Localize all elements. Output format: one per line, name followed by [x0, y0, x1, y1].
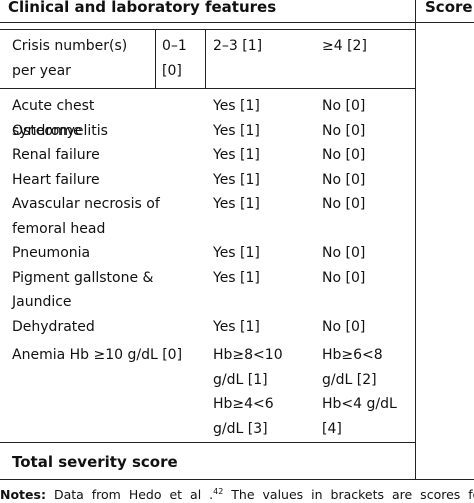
rule	[0, 479, 474, 480]
feature-yes: Yes [1]	[213, 196, 260, 212]
anemia-level: Hb≥4<6 g/dL [3]	[213, 396, 274, 437]
rule	[205, 29, 206, 89]
rule	[0, 442, 415, 443]
crisis-c3: ≥4 [2]	[322, 38, 367, 54]
feature-label: Acute chest syndrome	[12, 98, 95, 139]
notes: Notes: Data from Hedo et al .42 The valu…	[0, 487, 474, 502]
feature-no: No [0]	[322, 98, 366, 114]
header-score: Score	[425, 0, 473, 16]
feature-label: Avascular necrosis of femoral head	[12, 196, 160, 237]
feature-label: Heart failure	[12, 171, 100, 188]
notes-text: Data from Hedo et al .	[53, 487, 214, 503]
notes-ref: 42	[213, 487, 224, 496]
feature-no: No [0]	[322, 269, 366, 286]
feature-yes: Yes [1]	[213, 269, 260, 286]
crisis-c1: 0–1 [0]	[162, 38, 187, 79]
feature-yes: Yes [1]	[213, 245, 260, 261]
feature-no: No [0]	[322, 245, 366, 261]
feature-no: No [0]	[322, 196, 366, 212]
feature-yes: Yes [1]	[213, 171, 260, 188]
total-label: Total severity score	[12, 453, 178, 471]
feature-no: No [0]	[322, 171, 366, 188]
feature-no: No [0]	[322, 318, 366, 335]
crisis-label: Crisis number(s) per year	[12, 38, 128, 79]
feature-yes: Yes [1]	[213, 98, 260, 114]
notes-rest: The values in brackets are scores for ea	[231, 487, 474, 503]
header-title: Clinical and laboratory features	[8, 0, 277, 16]
feature-label: Renal failure	[12, 147, 100, 163]
feature-no: No [0]	[322, 147, 366, 163]
rule	[0, 29, 415, 30]
rule	[0, 88, 415, 89]
anemia-label: Anemia Hb ≥10 g/dL [0]	[12, 347, 183, 363]
feature-label: Pigment gallstone & Jaundice	[12, 269, 154, 311]
feature-yes: Yes [1]	[213, 318, 260, 335]
anemia-level: Hb≥8<10 g/dL [1]	[213, 347, 283, 388]
feature-label: Osteomyelitis	[12, 122, 108, 139]
rule	[0, 22, 474, 23]
feature-yes: Yes [1]	[213, 122, 260, 139]
feature-no: No [0]	[322, 122, 366, 139]
feature-label: Dehydrated	[12, 318, 95, 335]
crisis-c2: 2–3 [1]	[213, 38, 263, 54]
anemia-level: Hb<4 g/dL [4]	[322, 396, 397, 437]
feature-label: Pneumonia	[12, 245, 91, 261]
anemia-level: Hb≥6<8 g/dL [2]	[322, 347, 383, 388]
rule	[415, 0, 416, 480]
rule	[155, 29, 156, 89]
feature-yes: Yes [1]	[213, 147, 260, 163]
notes-label: Notes:	[0, 487, 46, 503]
